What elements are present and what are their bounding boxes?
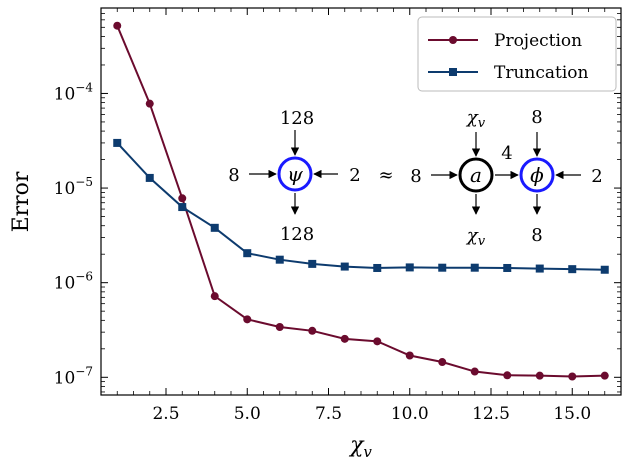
- x-tick-label: 2.5: [152, 404, 179, 424]
- series-line-projection: [116, 25, 605, 378]
- data-point-projection: [145, 99, 154, 108]
- data-point-projection: [210, 292, 219, 301]
- x-tick-label: 12.5: [472, 404, 510, 424]
- a-top-dim: χv: [465, 107, 486, 131]
- data-point-truncation: [275, 255, 284, 264]
- data-point-truncation: [405, 263, 414, 272]
- data-point-projection: [568, 372, 577, 381]
- data-point-truncation: [503, 263, 512, 272]
- legend-label-truncation: Truncation: [494, 63, 589, 83]
- series-line-truncation: [116, 142, 605, 271]
- phi-node: [519, 157, 555, 193]
- x-tick-label: 10.0: [391, 404, 429, 424]
- approx-symbol: ≈: [378, 165, 393, 186]
- data-point-projection: [113, 21, 122, 30]
- psi-bottom-dim: 128: [280, 224, 314, 245]
- data-point-projection: [470, 367, 479, 376]
- data-point-projection: [600, 371, 609, 380]
- psi-right-dim: 2: [349, 165, 360, 186]
- a-left-dim: 8: [410, 166, 421, 187]
- psi-top-dim: 128: [280, 108, 314, 129]
- psi-symbol: ψ: [287, 162, 303, 186]
- data-point-truncation: [438, 263, 447, 272]
- x-axis-label: χv: [348, 433, 372, 459]
- legend-label-projection: Projection: [494, 31, 582, 51]
- data-point-projection: [308, 326, 317, 335]
- data-point-projection: [178, 194, 187, 203]
- psi-node: [277, 156, 313, 192]
- phi-right-dim: 2: [591, 166, 602, 187]
- data-point-projection: [243, 315, 252, 324]
- legend-marker-projection: [449, 36, 457, 44]
- x-tick-label: 5.0: [234, 404, 261, 424]
- a-bottom-dim: χv: [465, 225, 486, 249]
- data-point-truncation: [145, 173, 154, 182]
- bond-dim: 4: [501, 143, 512, 164]
- data-point-projection: [340, 334, 349, 343]
- legend: Projection Truncation: [417, 16, 617, 92]
- data-point-truncation: [243, 249, 252, 258]
- legend-marker-truncation: [449, 68, 457, 76]
- a-node: [458, 157, 494, 193]
- data-point-truncation: [600, 265, 609, 274]
- axis-tick-labels: 2.5 5.0 7.5 10.0 12.5 15.0 10−7 10−6 10−5 10−4: [54, 80, 592, 424]
- x-tick-label: 15.0: [553, 404, 591, 424]
- y-tick-label: 10−5: [54, 175, 93, 199]
- series-layer: [113, 21, 609, 381]
- x-tick-label: 7.5: [315, 404, 342, 424]
- a-symbol: a: [470, 163, 482, 187]
- data-point-projection: [503, 371, 512, 380]
- psi-left-dim: 8: [228, 165, 239, 186]
- phi-symbol: ϕ: [530, 163, 544, 187]
- axis-ticks: [101, 7, 621, 395]
- tensor-network-inset: ψ 8 2 128 128 ≈ a 8 χv χv 4 ϕ 2 8 8: [228, 107, 602, 249]
- data-point-projection: [535, 371, 544, 380]
- data-point-projection: [438, 358, 447, 367]
- data-point-projection: [405, 351, 414, 360]
- data-point-truncation: [210, 223, 219, 232]
- data-point-truncation: [568, 265, 577, 274]
- y-tick-label: 10−4: [54, 80, 94, 104]
- phi-top-dim: 8: [531, 107, 542, 128]
- data-point-truncation: [113, 138, 122, 147]
- data-point-truncation: [308, 259, 317, 268]
- data-point-truncation: [373, 263, 382, 272]
- y-tick-label: 10−7: [54, 364, 93, 388]
- data-point-projection: [373, 337, 382, 346]
- data-point-truncation: [340, 262, 349, 271]
- y-axis-label: Error: [9, 171, 34, 232]
- data-point-truncation: [535, 264, 544, 273]
- data-point-truncation: [178, 203, 187, 212]
- y-tick-label: 10−6: [54, 270, 93, 294]
- data-point-truncation: [470, 263, 479, 272]
- data-point-projection: [275, 323, 284, 332]
- phi-bottom-dim: 8: [531, 225, 542, 246]
